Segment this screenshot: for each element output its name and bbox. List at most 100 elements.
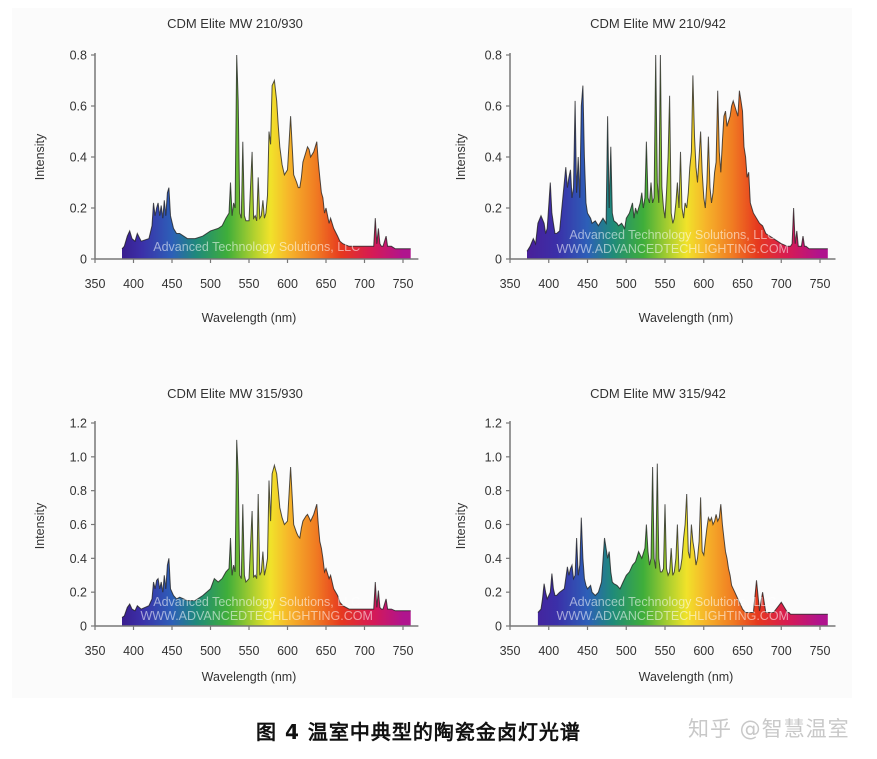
- x-tick-label: 650: [732, 644, 753, 658]
- y-tick-label: 0.4: [485, 151, 502, 165]
- chart-title: CDM Elite MW 210/930: [167, 16, 303, 31]
- x-tick-label: 550: [655, 644, 676, 658]
- y-tick-label: 0.4: [70, 151, 87, 165]
- chart-title: CDM Elite MW 210/942: [590, 16, 726, 31]
- x-tick-label: 600: [693, 644, 714, 658]
- x-tick-label: 750: [810, 644, 831, 658]
- spectrum-fill: [122, 439, 411, 626]
- spectrum-area: [121, 439, 411, 626]
- x-tick-label: 700: [771, 277, 792, 291]
- watermark-line: WWW.ADVANCEDTECHLIGHTING.COM: [557, 242, 789, 256]
- x-tick-label: 600: [277, 277, 298, 291]
- chart-210-930: CDM Elite MW 210/930 Advanced Technology…: [33, 16, 419, 325]
- spectrum-outline: [121, 439, 411, 618]
- y-tick-label: 1.0: [485, 450, 502, 464]
- chart-315-942: CDM Elite MW 315/942 Advanced Technology…: [454, 386, 836, 684]
- x-tick-label: 450: [162, 644, 183, 658]
- y-tick-label: 0.6: [485, 518, 502, 532]
- y-tick-label: 1.2: [70, 417, 87, 431]
- chart-title: CDM Elite MW 315/930: [167, 386, 303, 401]
- x-axis-label: Wavelength (nm): [639, 670, 734, 684]
- y-tick-label: 0.4: [70, 552, 87, 566]
- y-tick-label: 0.2: [70, 586, 87, 600]
- spectrum-area: [537, 463, 828, 626]
- x-tick-label: 650: [316, 277, 337, 291]
- spectrum-fill: [527, 55, 828, 259]
- x-tick-label: 750: [393, 277, 414, 291]
- x-tick-label: 500: [200, 277, 221, 291]
- x-tick-label: 450: [162, 277, 183, 291]
- watermark-line: Advanced Technology Solutions, LLC: [153, 595, 360, 609]
- y-tick-label: 0.8: [485, 484, 502, 498]
- y-tick-label: 0.4: [485, 552, 502, 566]
- y-tick-label: 0: [495, 253, 502, 267]
- watermark-line: Advanced Technology Solutions, LLC: [153, 240, 360, 254]
- x-tick-label: 600: [277, 644, 298, 658]
- y-tick-label: 0.8: [485, 49, 502, 63]
- x-tick-label: 450: [577, 644, 598, 658]
- chart-axes: 0 0.2 0.4 0.6 0.8 1.0 1.2 350 400 450 500 550 600 650…: [485, 417, 836, 658]
- spectrum-outline: [526, 54, 828, 252]
- x-tick-label: 650: [732, 277, 753, 291]
- x-axis-label: Wavelength (nm): [202, 311, 297, 325]
- chart-watermark: Advanced Technology Solutions, LLC: [153, 240, 360, 254]
- spectrum-area: [121, 54, 411, 259]
- spectrum-outline: [121, 54, 411, 250]
- y-tick-label: 0: [495, 620, 502, 634]
- y-tick-label: 0.2: [485, 586, 502, 600]
- x-tick-label: 350: [500, 277, 521, 291]
- figure-caption: 图 4 温室中典型的陶瓷金卤灯光谱: [256, 720, 581, 744]
- y-tick-label: 1.0: [70, 450, 87, 464]
- chart-axes: 0 0.2 0.4 0.6 0.8 350 400 450 500 550 600 650 700 750: [70, 49, 419, 291]
- x-tick-label: 500: [616, 277, 637, 291]
- x-tick-label: 400: [123, 644, 144, 658]
- x-tick-label: 450: [577, 277, 598, 291]
- x-tick-label: 600: [693, 277, 714, 291]
- x-tick-label: 750: [393, 644, 414, 658]
- x-tick-label: 650: [316, 644, 337, 658]
- spectrum-area: [526, 54, 828, 259]
- x-axis-label: Wavelength (nm): [202, 670, 297, 684]
- spectrum-outline: [537, 463, 828, 615]
- x-tick-label: 350: [85, 644, 106, 658]
- y-tick-label: 0.2: [485, 202, 502, 216]
- y-axis-label: Intensity: [33, 133, 47, 180]
- watermark-line: Advanced Technology Solutions, LLC: [569, 595, 776, 609]
- x-tick-label: 700: [771, 644, 792, 658]
- x-tick-label: 550: [239, 644, 260, 658]
- x-tick-label: 500: [200, 644, 221, 658]
- x-tick-label: 350: [85, 277, 106, 291]
- y-tick-label: 0.8: [70, 49, 87, 63]
- y-tick-label: 0.2: [70, 202, 87, 216]
- y-tick-label: 0: [80, 620, 87, 634]
- x-tick-label: 750: [810, 277, 831, 291]
- x-tick-label: 400: [538, 644, 559, 658]
- chart-watermark: Advanced Technology Solutions, LLCWWW.AD…: [557, 595, 789, 623]
- x-tick-label: 700: [354, 644, 375, 658]
- watermark-line: WWW.ADVANCEDTECHLIGHTING.COM: [140, 609, 372, 623]
- chart-315-930: CDM Elite MW 315/930 Advanced Technology…: [33, 386, 419, 684]
- zhihu-watermark: 知乎 @智慧温室: [688, 717, 850, 741]
- y-tick-label: 0.6: [485, 100, 502, 114]
- y-tick-label: 1.2: [485, 417, 502, 431]
- x-tick-label: 700: [354, 277, 375, 291]
- chart-axes: 0 0.2 0.4 0.6 0.8 1.0 1.2 350 400 450 500 550 600 650…: [70, 417, 419, 658]
- x-tick-label: 400: [538, 277, 559, 291]
- watermark-line: WWW.ADVANCEDTECHLIGHTING.COM: [557, 609, 789, 623]
- y-axis-label: Intensity: [454, 502, 468, 549]
- x-tick-label: 550: [239, 277, 260, 291]
- spectrum-fill: [122, 55, 411, 259]
- x-tick-label: 550: [655, 277, 676, 291]
- x-axis-label: Wavelength (nm): [639, 311, 734, 325]
- chart-watermark: Advanced Technology Solutions, LLCWWW.AD…: [557, 228, 789, 256]
- y-tick-label: 0: [80, 253, 87, 267]
- y-tick-label: 0.8: [70, 484, 87, 498]
- chart-watermark: Advanced Technology Solutions, LLCWWW.AD…: [140, 595, 372, 623]
- chart-title: CDM Elite MW 315/942: [590, 386, 726, 401]
- x-tick-label: 500: [616, 644, 637, 658]
- spectrum-fill: [537, 463, 828, 626]
- y-axis-label: Intensity: [454, 133, 468, 180]
- chart-axes: 0 0.2 0.4 0.6 0.8 350 400 450 500 550 600 650 700 750: [485, 49, 836, 291]
- watermark-line: Advanced Technology Solutions, LLC: [569, 228, 776, 242]
